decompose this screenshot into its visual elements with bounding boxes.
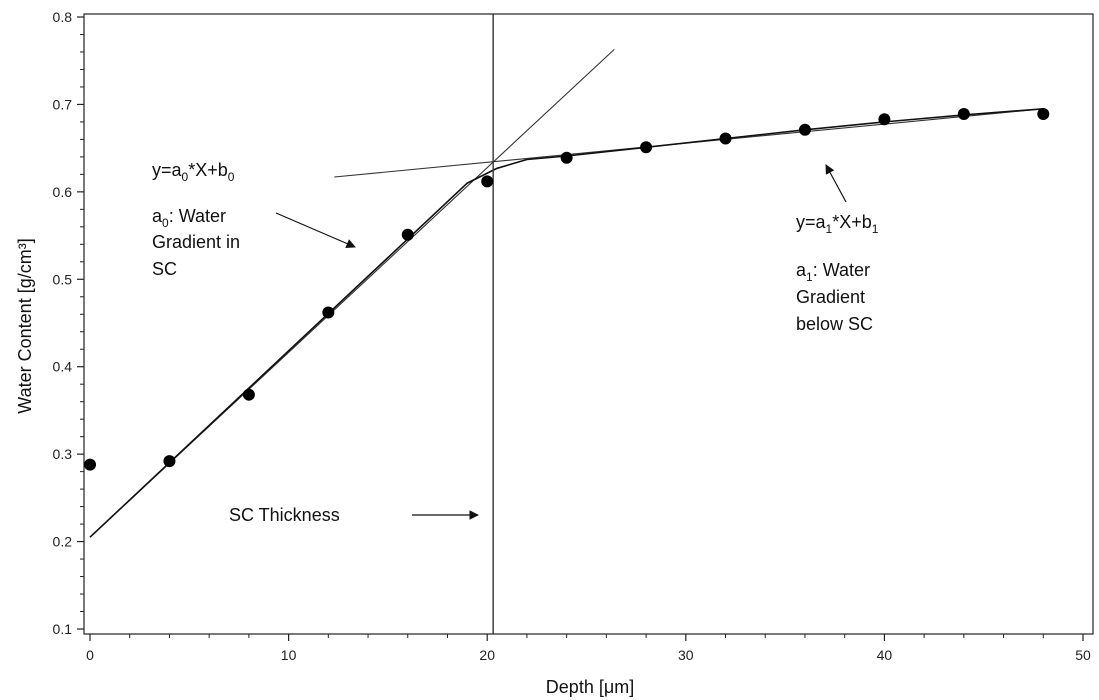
x-tick-label: 20 [479, 647, 495, 663]
arrow-to-sc-fit-line [275, 212, 356, 248]
data-point [798, 123, 811, 136]
x-axis-label: Depth [μm] [546, 677, 634, 697]
y-tick-label: 0.1 [53, 621, 73, 637]
x-tick-label: 30 [678, 647, 694, 663]
data-point [640, 141, 653, 154]
y-tick-label: 0.5 [53, 271, 73, 287]
data-point [1037, 108, 1050, 121]
annotation-sc-thickness: SC Thickness [229, 505, 340, 525]
data-point [84, 458, 96, 471]
arrow-to-below-sc-fit-line [825, 164, 847, 203]
x-tick-label: 0 [86, 647, 94, 663]
data-point [560, 151, 573, 164]
y-tick-label: 0.3 [53, 446, 73, 462]
data-point [719, 132, 732, 145]
data-point [878, 113, 891, 126]
data-point [481, 175, 494, 188]
y-tick-label: 0.4 [53, 359, 73, 375]
annotation-fit-equation-below-sc: y=a1*X+b1 [796, 212, 879, 236]
annotation-a0-line1: a0: Water [152, 206, 226, 230]
y-tick-label: 0.7 [53, 96, 73, 112]
x-tick-label: 50 [1075, 647, 1091, 663]
data-point [163, 455, 176, 468]
annotation-a0-line3: SC [152, 259, 177, 279]
annotation-a1-line1: a1: Water [796, 260, 870, 284]
data-point [322, 306, 335, 319]
data-point [957, 108, 970, 121]
fit-lines [89, 14, 1044, 634]
axis-ticks: 0 10 20 30 40 50 0.1 0.2 0.3 0.4 0.5 0.6 0.7 0.8 [53, 9, 1091, 663]
y-axis-label: Water Content [g/cm³] [15, 238, 35, 413]
annotation-a1-line2: Gradient [796, 287, 865, 307]
y-tick-label: 0.6 [53, 184, 73, 200]
annotation-fit-equation-sc: y=a0*X+b0 [152, 160, 235, 184]
x-tick-label: 40 [877, 647, 893, 663]
x-tick-label: 10 [281, 647, 297, 663]
y-tick-label: 0.8 [53, 9, 73, 25]
annotation-a0-line2: Gradient in [152, 232, 240, 252]
data-point [401, 228, 414, 241]
data-point [242, 388, 255, 401]
y-tick-label: 0.2 [53, 534, 73, 550]
data-points [84, 108, 1050, 471]
annotation-a1-line3: below SC [796, 314, 873, 334]
plot-area [83, 13, 1094, 635]
